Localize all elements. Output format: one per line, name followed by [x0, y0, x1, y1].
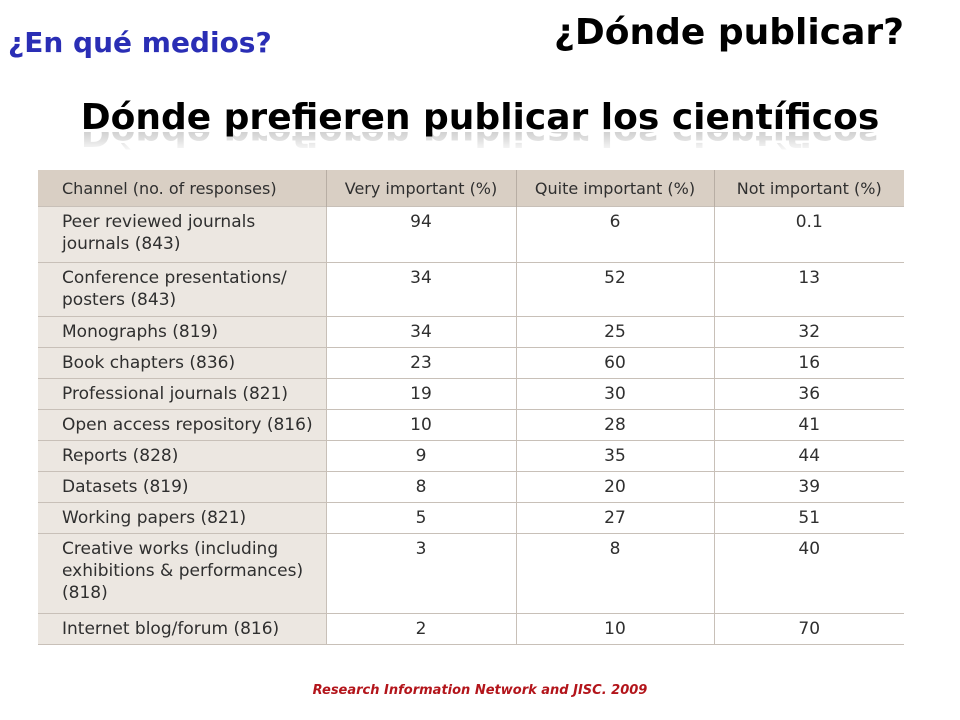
header-channel: Channel (no. of responses)	[38, 170, 326, 207]
very-important-cell: 94	[325, 206, 516, 263]
channel-cell: Monographs (819)	[38, 316, 326, 348]
not-important-cell: 32	[713, 316, 904, 348]
source-citation: Research Information Network and JISC. 2…	[312, 683, 648, 698]
quite-important-cell: 6	[515, 206, 714, 263]
not-important-cell: 41	[713, 409, 904, 441]
table-row: Datasets (819) 8 20 39	[38, 471, 904, 503]
survey-table: Channel (no. of responses) Very importan…	[38, 170, 904, 645]
heading: Dónde prefieren publicar los científicos	[80, 97, 880, 138]
header-very-important: Very important (%)	[325, 170, 516, 207]
not-important-cell: 70	[713, 613, 904, 645]
quite-important-cell: 8	[515, 533, 714, 614]
very-important-cell: 19	[325, 378, 516, 410]
channel-cell: Internet blog/forum (816)	[38, 613, 326, 645]
very-important-cell: 10	[325, 409, 516, 441]
very-important-cell: 9	[325, 440, 516, 472]
heading-block: Dónde prefieren publicar los científicos…	[0, 96, 960, 154]
header-not-important: Not important (%)	[713, 170, 904, 207]
table-row: Conference presentations/ posters (843) …	[38, 262, 904, 317]
channel-cell: Open access repository (816)	[38, 409, 326, 441]
subtitle: ¿En qué medios?	[8, 26, 272, 59]
very-important-cell: 34	[325, 262, 516, 317]
channel-cell: Working papers (821)	[38, 502, 326, 534]
table-row: Reports (828) 9 35 44	[38, 440, 904, 472]
table-header-row: Channel (no. of responses) Very importan…	[38, 170, 904, 207]
table-row: Working papers (821) 5 27 51	[38, 502, 904, 534]
quite-important-cell: 10	[515, 613, 714, 645]
very-important-cell: 3	[325, 533, 516, 614]
channel-cell: Professional journals (821)	[38, 378, 326, 410]
table-row: Open access repository (816) 10 28 41	[38, 409, 904, 441]
not-important-cell: 36	[713, 378, 904, 410]
table-row: Peer reviewed journals journals (843) 94…	[38, 206, 904, 263]
not-important-cell: 40	[713, 533, 904, 614]
quite-important-cell: 52	[515, 262, 714, 317]
very-important-cell: 8	[325, 471, 516, 503]
table-row: Creative works (including exhibitions & …	[38, 533, 904, 614]
quite-important-cell: 25	[515, 316, 714, 348]
very-important-cell: 2	[325, 613, 516, 645]
page-title: ¿Dónde publicar?	[554, 12, 904, 53]
not-important-cell: 16	[713, 347, 904, 379]
table-row: Book chapters (836) 23 60 16	[38, 347, 904, 379]
heading-reflection: Dónde prefieren publicar los científicos	[80, 132, 880, 153]
quite-important-cell: 60	[515, 347, 714, 379]
table-row: Monographs (819) 34 25 32	[38, 316, 904, 348]
quite-important-cell: 28	[515, 409, 714, 441]
not-important-cell: 13	[713, 262, 904, 317]
quite-important-cell: 30	[515, 378, 714, 410]
very-important-cell: 23	[325, 347, 516, 379]
not-important-cell: 44	[713, 440, 904, 472]
very-important-cell: 34	[325, 316, 516, 348]
not-important-cell: 51	[713, 502, 904, 534]
header-quite-important: Quite important (%)	[515, 170, 714, 207]
quite-important-cell: 27	[515, 502, 714, 534]
channel-cell: Datasets (819)	[38, 471, 326, 503]
very-important-cell: 5	[325, 502, 516, 534]
channel-cell: Reports (828)	[38, 440, 326, 472]
not-important-cell: 39	[713, 471, 904, 503]
channel-cell: Book chapters (836)	[38, 347, 326, 379]
channel-cell: Peer reviewed journals journals (843)	[38, 206, 326, 263]
quite-important-cell: 35	[515, 440, 714, 472]
table-row: Internet blog/forum (816) 2 10 70	[38, 613, 904, 645]
not-important-cell: 0.1	[713, 206, 904, 263]
quite-important-cell: 20	[515, 471, 714, 503]
survey-table-frame: Channel (no. of responses) Very importan…	[38, 170, 904, 650]
channel-cell: Conference presentations/ posters (843)	[38, 262, 326, 317]
channel-cell: Creative works (including exhibitions & …	[38, 533, 326, 614]
table-row: Professional journals (821) 19 30 36	[38, 378, 904, 410]
